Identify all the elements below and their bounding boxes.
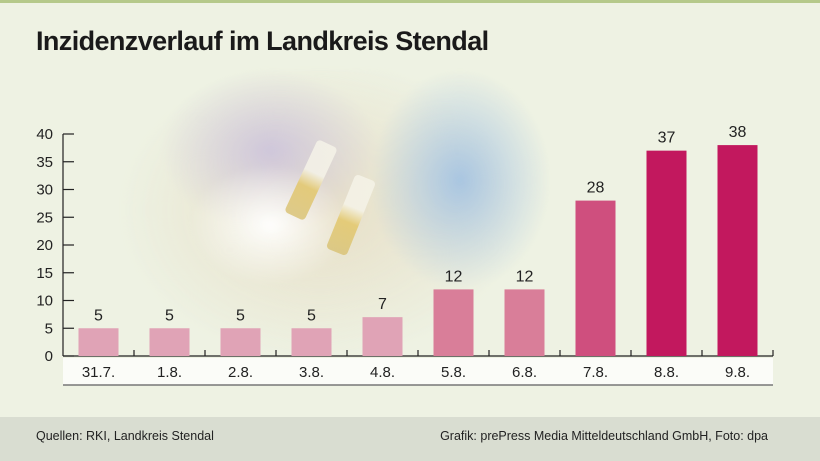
bar [504, 289, 545, 356]
bar [362, 317, 403, 356]
bar [646, 150, 687, 356]
x-tick-label: 31.7. [82, 364, 115, 381]
x-label-band [63, 358, 773, 385]
y-tick-label: 0 [45, 348, 53, 365]
y-tick-label: 20 [36, 237, 53, 254]
data-label: 5 [236, 307, 245, 324]
chart-title: Inzidenzverlauf im Landkreis Stendal [36, 26, 489, 56]
bar [291, 328, 332, 356]
y-tick-label: 25 [36, 209, 53, 226]
source-text: Quellen: RKI, Landkreis Stendal [36, 429, 214, 443]
footer: Quellen: RKI, Landkreis Stendal Grafik: … [0, 417, 820, 461]
x-tick-label: 3.8. [299, 364, 324, 381]
bar [575, 200, 616, 356]
x-tick-label: 6.8. [512, 364, 537, 381]
x-tick-label: 8.8. [654, 364, 679, 381]
credit-text: Grafik: prePress Media Mitteldeutschland… [440, 429, 768, 443]
data-label: 5 [307, 307, 316, 324]
bar [149, 328, 190, 356]
data-label: 12 [516, 268, 534, 285]
data-label: 5 [94, 307, 103, 324]
x-tick-label: 5.8. [441, 364, 466, 381]
x-tick-label: 7.8. [583, 364, 608, 381]
data-label: 38 [729, 124, 747, 141]
data-label: 5 [165, 307, 174, 324]
y-tick-label: 35 [36, 154, 53, 171]
bar [78, 328, 119, 356]
top-accent-line [0, 0, 820, 3]
x-tick-label: 1.8. [157, 364, 182, 381]
y-tick-label: 30 [36, 182, 53, 199]
data-label: 7 [378, 296, 387, 313]
bar [433, 289, 474, 356]
data-label: 37 [658, 130, 676, 147]
x-tick-label: 4.8. [370, 364, 395, 381]
bar [717, 145, 758, 356]
y-tick-label: 10 [36, 293, 53, 310]
bar [220, 328, 261, 356]
background-photo [120, 70, 550, 370]
data-label: 12 [445, 268, 463, 285]
data-label: 28 [587, 180, 605, 197]
y-tick-label: 15 [36, 265, 53, 282]
x-tick-label: 2.8. [228, 364, 253, 381]
y-tick-label: 40 [36, 126, 53, 143]
x-tick-label: 9.8. [725, 364, 750, 381]
y-tick-label: 5 [45, 320, 53, 337]
